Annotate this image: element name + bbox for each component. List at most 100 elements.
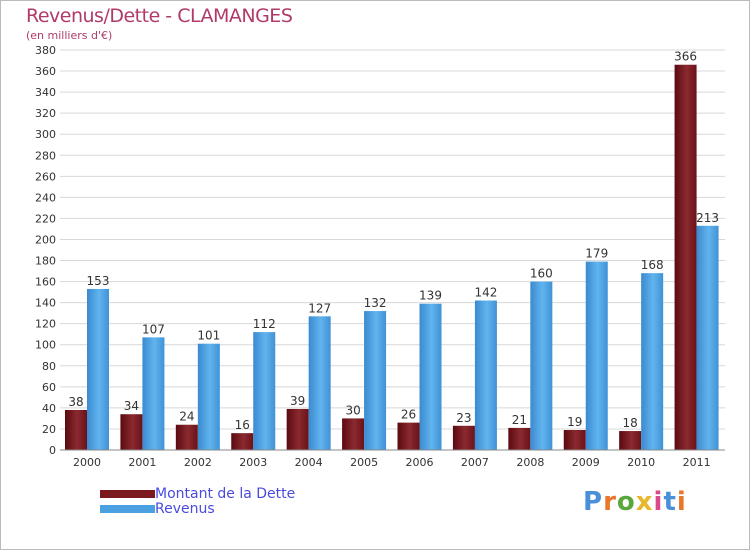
bar-dette-2010: [619, 431, 642, 450]
chart-subtitle: (en milliers d'€): [26, 29, 113, 42]
x-tick-label: 2003: [239, 456, 267, 469]
bar-revenus-2009: [585, 261, 608, 450]
data-label-revenus-2010: 168: [641, 258, 664, 272]
bar-revenus-2000: [87, 288, 109, 450]
data-label-dette-2009: 19: [567, 415, 582, 429]
logo-letter: i: [676, 487, 687, 517]
bar-dette-2003: [231, 433, 254, 450]
grid-lines: [60, 49, 725, 451]
bar-revenus-2002: [197, 343, 220, 450]
bar-revenus-2006: [419, 303, 442, 450]
x-tick-label: 2000: [73, 456, 101, 469]
bar-dette-2002: [175, 424, 198, 450]
logo-letter: P: [583, 487, 604, 517]
logo-letter: x: [635, 487, 654, 517]
legend-label-revenus: Revenus: [155, 501, 215, 517]
data-label-dette-2008: 21: [512, 413, 527, 427]
chart-title: Revenus/Dette - CLAMANGES: [26, 5, 293, 27]
y-tick-label: 40: [42, 402, 56, 415]
y-tick-label: 240: [35, 191, 56, 204]
y-tick-label: 360: [35, 65, 56, 78]
data-labels: 38 153 34 107 24 101 16 112 39 127 30 132 26 139 23 142…: [68, 50, 719, 432]
y-tick-label: 200: [35, 233, 56, 246]
x-tick-label: 2001: [128, 456, 156, 469]
x-tick-label: 2005: [350, 456, 378, 469]
data-label-dette-2010: 18: [623, 416, 638, 430]
y-tick-label: 100: [35, 339, 56, 352]
bar-revenus-2005: [364, 311, 387, 450]
bar-dette-2005: [342, 418, 365, 450]
x-tick-label: 2009: [572, 456, 600, 469]
data-label-dette-2004: 39: [290, 394, 305, 408]
bar-revenus-2011: [696, 225, 719, 450]
x-tick-label: 2002: [184, 456, 212, 469]
bar-dette-2001: [120, 414, 143, 450]
bar-revenus-2010: [641, 273, 664, 450]
y-tick-label: 340: [35, 86, 56, 99]
legend-label-dette: Montant de la Dette: [155, 486, 296, 502]
data-label-revenus-2002: 101: [197, 329, 220, 343]
bar-dette-2004: [286, 408, 309, 450]
data-label-revenus-2000: 153: [87, 274, 110, 288]
y-tick-label: 80: [42, 360, 56, 373]
data-label-dette-2005: 30: [345, 403, 360, 417]
bars: [65, 64, 719, 450]
y-tick-label: 140: [35, 297, 56, 310]
data-label-dette-2000: 38: [68, 395, 83, 409]
data-label-dette-2006: 26: [401, 408, 416, 422]
y-tick-label: 260: [35, 170, 56, 183]
data-label-revenus-2011: 213: [696, 211, 719, 225]
bar-revenus-2004: [308, 316, 331, 450]
data-label-dette-2003: 16: [235, 418, 250, 432]
data-label-revenus-2007: 142: [474, 286, 497, 300]
x-tick-label: 2010: [627, 456, 655, 469]
data-label-revenus-2009: 179: [585, 247, 608, 261]
logo-letter: i: [653, 487, 664, 517]
bar-dette-2007: [452, 425, 475, 450]
data-label-revenus-2004: 127: [308, 301, 331, 315]
bar-dette-2009: [563, 430, 586, 450]
y-tick-label: 220: [35, 212, 56, 225]
y-tick-label: 320: [35, 107, 56, 120]
x-tick-label: 2011: [683, 456, 711, 469]
bar-dette-2011: [674, 64, 697, 450]
y-tick-label: 120: [35, 318, 56, 331]
data-label-dette-2002: 24: [179, 410, 194, 424]
y-tick-label: 180: [35, 255, 56, 268]
data-label-revenus-2005: 132: [364, 296, 387, 310]
legend-swatch-revenus: [100, 505, 155, 513]
legend-swatch-dette: [100, 490, 155, 498]
y-tick-label: 20: [42, 423, 56, 436]
bar-dette-2006: [397, 422, 420, 450]
x-axis-ticks: 2000 2001 2002 2003 2004 2005 2006 2007 2008 2009…: [73, 456, 711, 469]
data-label-dette-2001: 34: [124, 399, 139, 413]
y-tick-label: 380: [35, 44, 56, 57]
data-label-revenus-2006: 139: [419, 289, 442, 303]
x-tick-label: 2008: [516, 456, 544, 469]
data-label-revenus-2008: 160: [530, 267, 553, 281]
bar-dette-2008: [508, 427, 531, 450]
logo-letter: t: [663, 487, 677, 517]
y-tick-label: 300: [35, 128, 56, 141]
data-label-revenus-2001: 107: [142, 322, 165, 336]
bar-revenus-2007: [474, 300, 497, 450]
y-axis-ticks: 0 20 40 60 80 100 120 140 160 180 200 220 240 260 280 3…: [35, 44, 56, 457]
bar-revenus-2003: [253, 332, 276, 450]
y-tick-label: 0: [49, 444, 56, 457]
y-tick-label: 280: [35, 149, 56, 162]
logo-letter: o: [616, 487, 636, 517]
y-tick-label: 160: [35, 276, 56, 289]
proxiti-logo: Proxiti: [583, 487, 687, 517]
x-tick-label: 2006: [406, 456, 434, 469]
bar-revenus-2008: [530, 281, 553, 450]
bar-dette-2000: [65, 410, 87, 450]
x-tick-label: 2004: [295, 456, 323, 469]
data-label-dette-2007: 23: [456, 411, 471, 425]
y-tick-label: 60: [42, 381, 56, 394]
bar-revenus-2001: [142, 337, 165, 450]
x-tick-label: 2007: [461, 456, 489, 469]
data-label-dette-2011: 366: [674, 50, 697, 64]
logo-letter: r: [603, 487, 617, 517]
data-label-revenus-2003: 112: [253, 317, 276, 331]
